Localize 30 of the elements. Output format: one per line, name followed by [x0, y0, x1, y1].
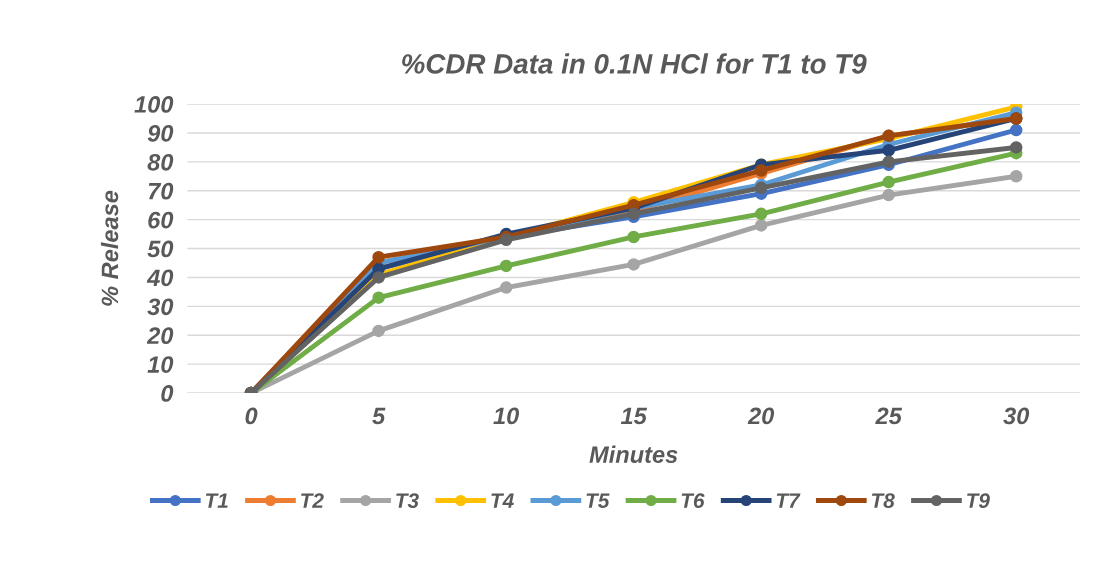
legend-label: T5 — [586, 493, 610, 509]
x-tick-label: 25 — [875, 407, 903, 425]
x-tick-label: 30 — [1003, 407, 1030, 425]
legend-label: T9 — [967, 493, 990, 509]
y-axis-title: % Release — [100, 190, 119, 306]
y-tick-label: 70 — [148, 182, 174, 200]
y-tick-label: 10 — [147, 356, 174, 373]
y-tick-label: 60 — [148, 211, 174, 229]
y-tick-label: 40 — [146, 269, 174, 287]
x-tick-label: 0 — [245, 407, 258, 425]
y-tick-label: 30 — [147, 298, 174, 316]
y-tick-label: 100 — [134, 96, 174, 113]
y-tick-label: 90 — [147, 125, 174, 142]
y-tick-label: 50 — [147, 240, 174, 258]
x-tick-label: 10 — [493, 407, 520, 425]
chart-title: %CDR Data in 0.1N HCl for T1 to T9 — [402, 53, 867, 74]
y-tick-label: 20 — [146, 327, 174, 345]
x-tick-label: 15 — [620, 407, 648, 425]
legend-label: T1 — [205, 493, 228, 508]
legend-label: T7 — [776, 493, 801, 508]
legend-label: T6 — [681, 493, 705, 509]
x-axis-title: Minutes — [589, 445, 678, 463]
legend-label: T2 — [301, 493, 324, 508]
legend-label: T4 — [491, 493, 514, 508]
legend-label: T8 — [871, 493, 895, 509]
x-tick-label: 20 — [747, 407, 775, 425]
y-tick-label: 0 — [161, 385, 174, 402]
y-tick-label: 80 — [147, 153, 174, 171]
x-tick-label: 5 — [372, 407, 386, 425]
legend-label: T3 — [396, 493, 419, 509]
